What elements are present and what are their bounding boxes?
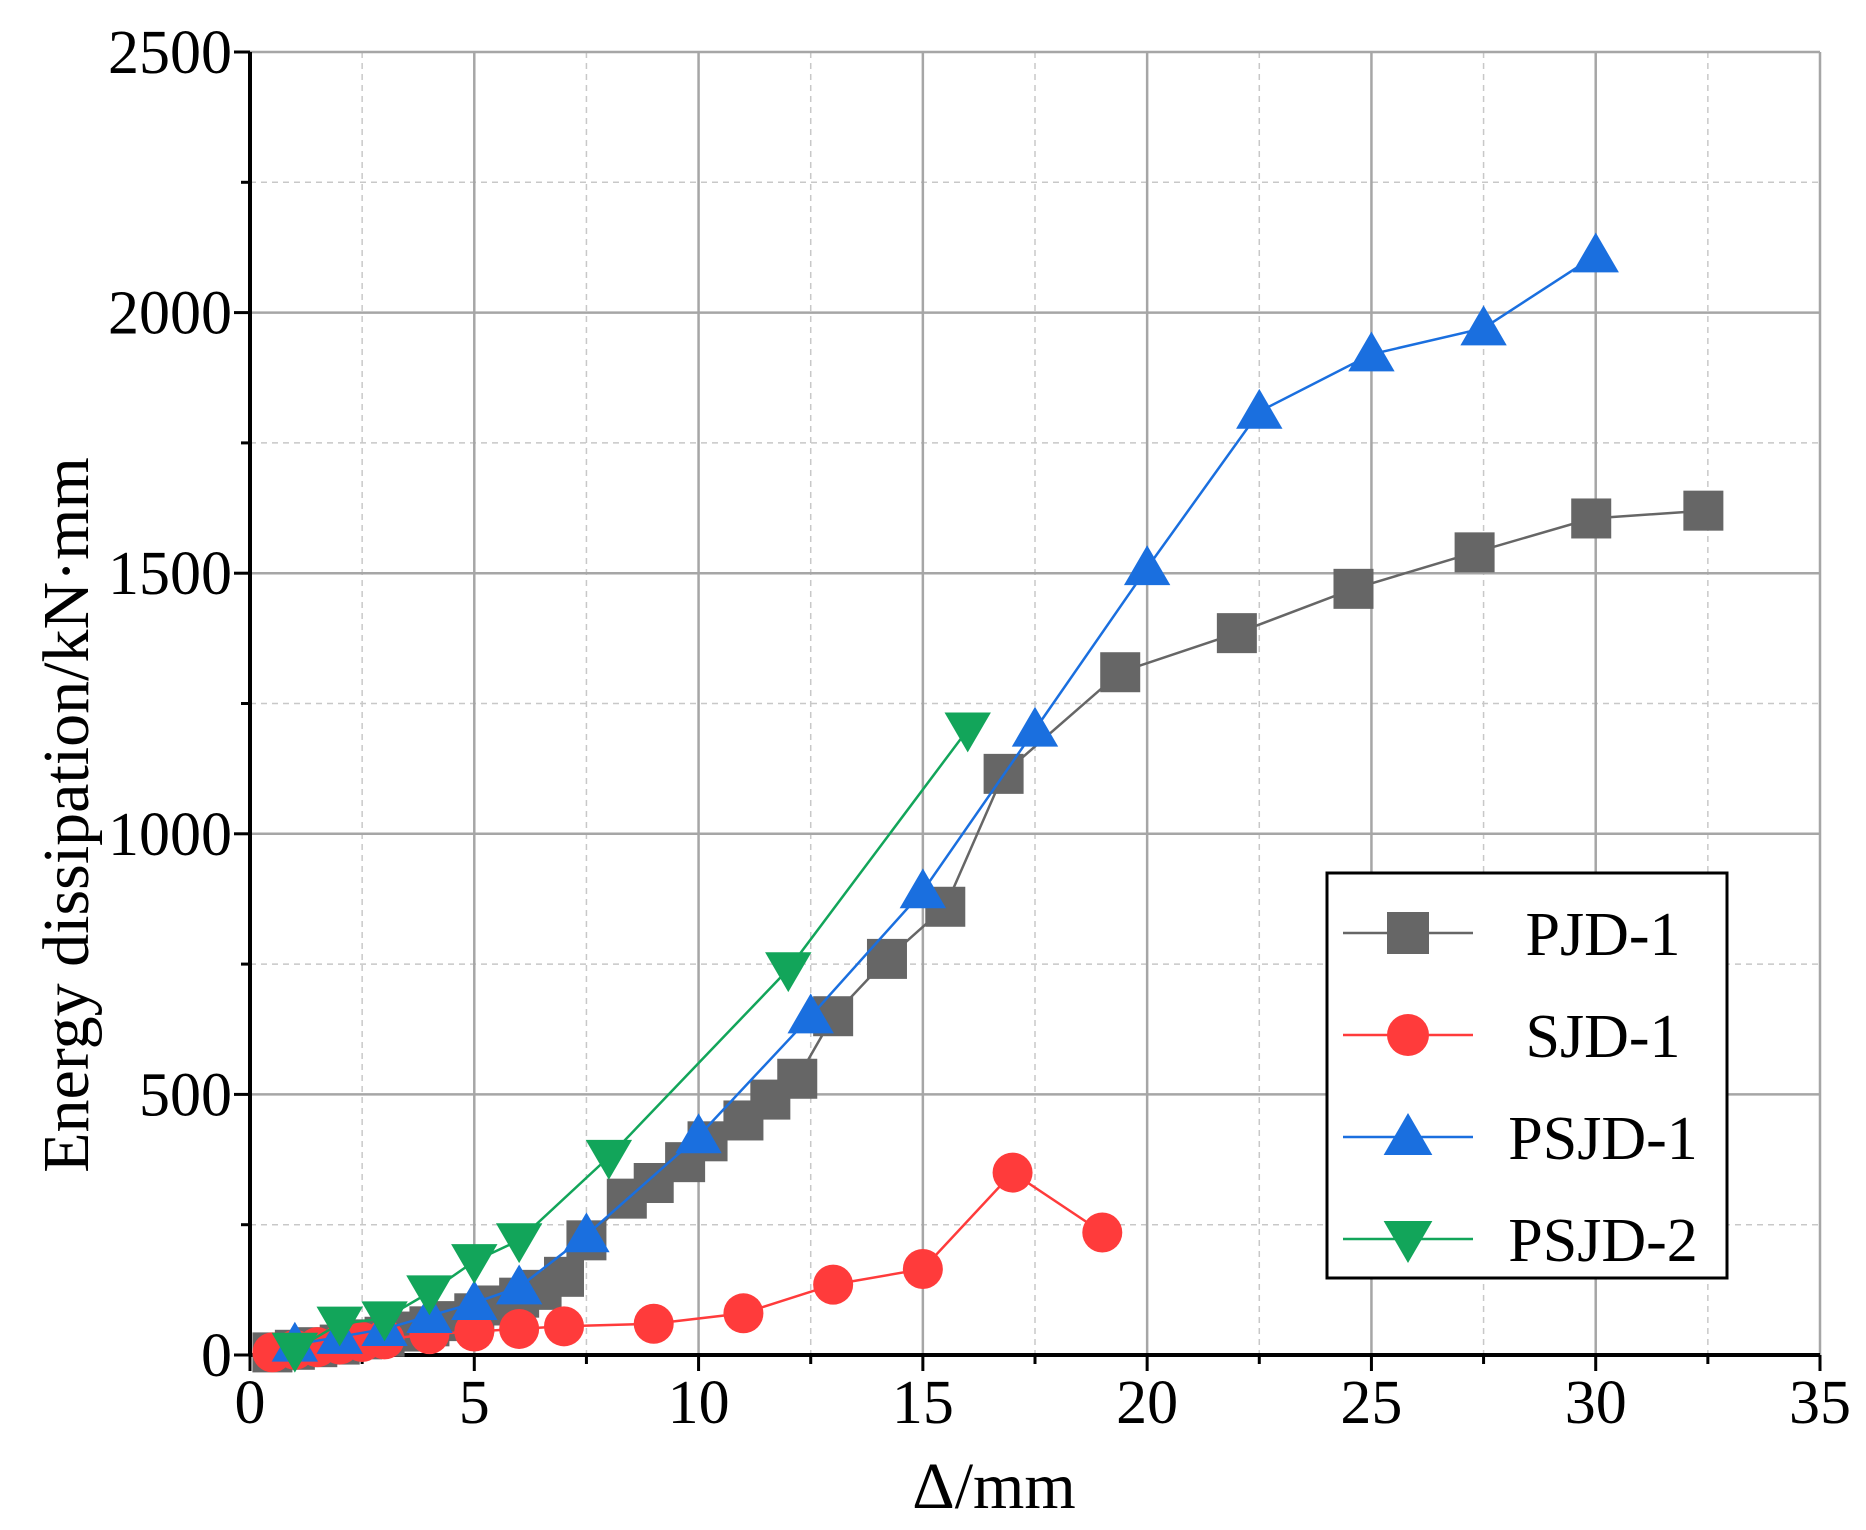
legend-marker-psjd-2: [1383, 1221, 1433, 1263]
series-layer: [252, 232, 1724, 1373]
x-tick-label: 20: [1116, 1369, 1178, 1437]
data-point-pjd-1: [777, 1058, 818, 1099]
legend-label-psjd-2: PSJD-2: [1508, 1207, 1698, 1275]
data-point-psjd-1: [1348, 331, 1395, 372]
x-tick-label: 30: [1565, 1369, 1627, 1437]
y-tick-label: 2500: [108, 19, 232, 87]
data-point-sjd-1: [813, 1264, 854, 1305]
data-point-sjd-1: [902, 1249, 943, 1290]
data-point-psjd-1: [495, 1264, 543, 1305]
grid-layer: [250, 50, 1822, 1355]
series-line-psjd-2: [294, 728, 969, 1351]
data-point-psjd-2: [944, 712, 991, 753]
legend-marker-pjd-1: [1387, 912, 1429, 954]
data-point-psjd-1: [451, 1280, 498, 1320]
legend-marker-psjd-1: [1383, 1113, 1433, 1155]
data-point-psjd-1: [1572, 232, 1619, 273]
data-point-sjd-1: [633, 1303, 674, 1344]
x-tick-label: 5: [459, 1369, 490, 1437]
y-tick-label: 500: [139, 1061, 232, 1129]
data-point-psjd-1: [1123, 545, 1171, 586]
data-point-pjd-1: [866, 938, 907, 979]
legend-label-psjd-1: PSJD-1: [1508, 1105, 1698, 1173]
data-point-psjd-1: [899, 868, 947, 909]
data-point-pjd-1: [1571, 498, 1612, 539]
y-tick-label: 2000: [108, 280, 232, 348]
y-tick-label: 1500: [108, 540, 232, 608]
data-point-sjd-1: [499, 1308, 540, 1349]
data-point-psjd-1: [563, 1212, 610, 1253]
data-point-psjd-2: [495, 1223, 543, 1264]
legend-marker-sjd-1: [1387, 1014, 1429, 1056]
data-point-sjd-1: [454, 1311, 495, 1352]
legend-label-sjd-1: SJD-1: [1525, 1003, 1680, 1071]
data-point-psjd-1: [1011, 706, 1059, 747]
x-tick-label: 0: [235, 1369, 266, 1437]
x-tick-label: 25: [1340, 1369, 1402, 1437]
data-point-psjd-1: [787, 993, 834, 1034]
data-point-psjd-2: [271, 1332, 319, 1373]
x-tick-label: 10: [668, 1369, 730, 1437]
data-point-psjd-2: [406, 1275, 453, 1316]
y-tick-label: 1000: [108, 801, 232, 869]
data-point-psjd-1: [1460, 305, 1507, 346]
x-axis-title: Δ/mm: [912, 1450, 1075, 1523]
data-point-psjd-2: [765, 952, 812, 993]
data-point-psjd-1: [675, 1113, 722, 1154]
data-point-sjd-1: [1082, 1212, 1123, 1253]
data-point-pjd-1: [1454, 532, 1495, 573]
data-point-pjd-1: [1683, 490, 1724, 531]
series-line-psjd-1: [294, 254, 1597, 1346]
data-point-pjd-1: [1100, 652, 1141, 693]
data-point-sjd-1: [723, 1293, 764, 1334]
data-point-pjd-1: [1216, 613, 1257, 654]
y-axis-title: Energy dissipation/kN·mm: [30, 457, 103, 1173]
series-psjd-2: [271, 712, 991, 1373]
data-point-psjd-2: [361, 1301, 408, 1342]
data-point-psjd-2: [585, 1139, 633, 1180]
y-tick-label: 0: [201, 1322, 232, 1390]
legend: PJD-1 SJD-1 PSJD-1 PSJD-2: [1325, 871, 1729, 1280]
data-point-psjd-2: [451, 1244, 498, 1284]
x-tick-label: 15: [892, 1369, 954, 1437]
data-point-pjd-1: [1333, 568, 1374, 609]
data-point-sjd-1: [992, 1152, 1033, 1193]
data-point-sjd-1: [544, 1306, 584, 1347]
data-point-psjd-2: [316, 1306, 363, 1347]
axes-layer: 0 5 10 15 20 25 30 35 0 500 1000 1500 2000 2500: [108, 19, 1851, 1437]
legend-label-pjd-1: PJD-1: [1525, 901, 1680, 969]
data-point-psjd-1: [1236, 388, 1283, 429]
x-tick-label: 35: [1789, 1369, 1851, 1437]
